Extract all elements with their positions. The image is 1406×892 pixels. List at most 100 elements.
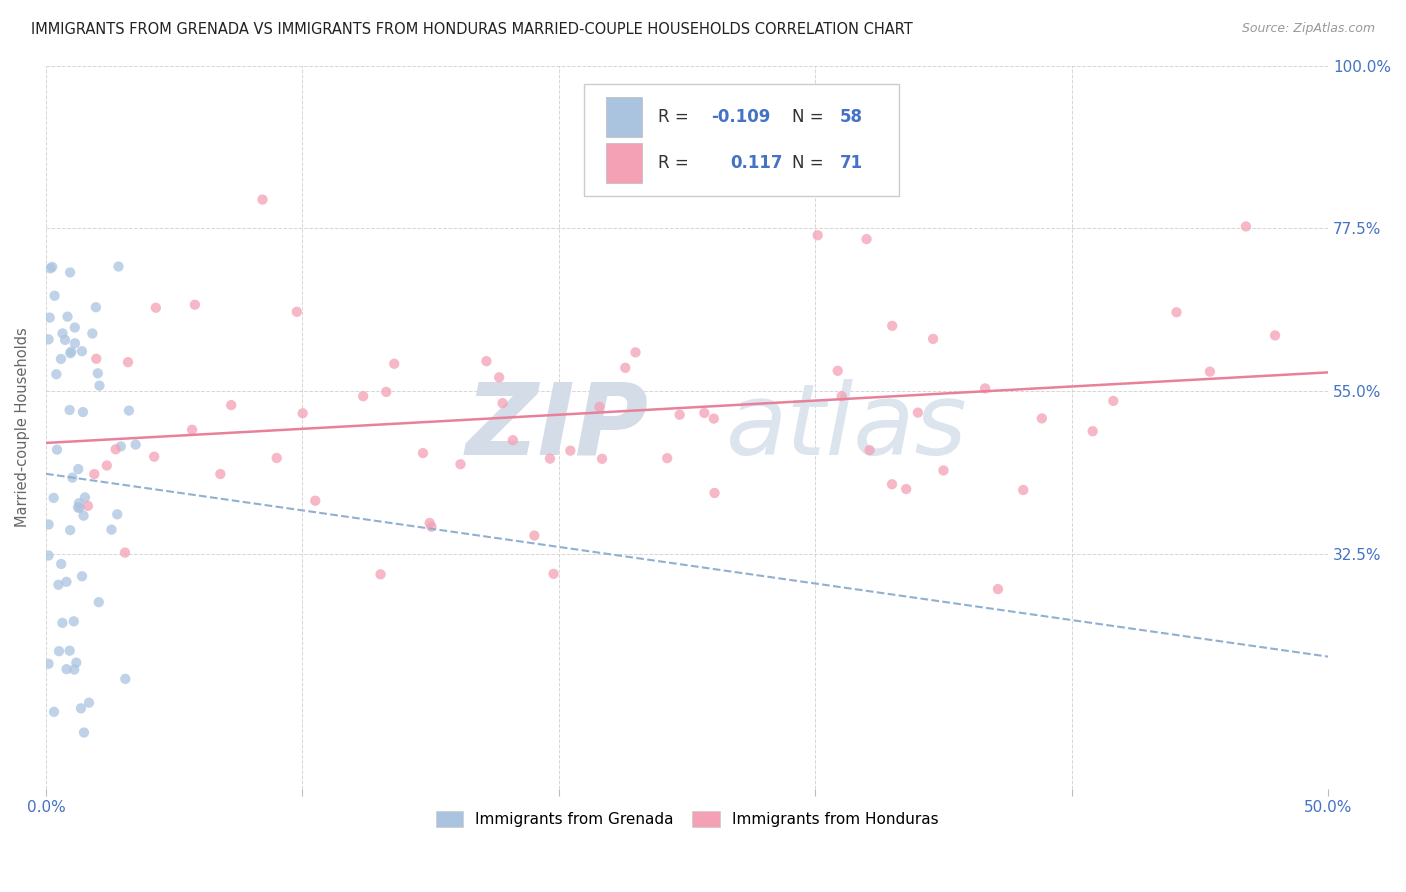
Point (382, 357, 405, 371)
Point (84, 300, 107, 314)
Point (96, 458, 118, 473)
Point (588, 400, 610, 414)
Point (543, 566, 565, 581)
Text: 58: 58 (839, 108, 863, 126)
Point (252, 193, 274, 207)
Point (49, 351, 72, 366)
FancyBboxPatch shape (606, 143, 643, 183)
Point (896, 482, 918, 496)
Point (45, 368, 67, 382)
Point (70, 569, 93, 583)
Point (107, 260, 129, 274)
Point (56, 310, 79, 324)
Point (87, 595, 110, 609)
Point (420, 520, 443, 534)
Point (55, 662, 77, 676)
Point (38, 332, 60, 346)
Text: R =: R = (658, 153, 693, 172)
Point (38, 657, 60, 671)
Text: N =: N = (792, 153, 830, 172)
Point (855, 145, 877, 160)
Point (475, 354, 498, 368)
Point (304, 493, 326, 508)
Point (89, 378, 111, 392)
Point (932, 463, 955, 477)
Point (219, 398, 242, 412)
Point (266, 450, 288, 465)
Point (538, 451, 561, 466)
Point (807, 228, 830, 243)
Point (987, 582, 1010, 596)
Point (42, 491, 65, 505)
Point (69, 500, 91, 515)
Point (907, 406, 929, 420)
Point (65, 656, 87, 670)
Point (1081, 424, 1104, 438)
Point (523, 528, 546, 542)
Point (118, 403, 141, 417)
Point (974, 381, 997, 395)
Point (491, 396, 513, 410)
Point (827, 364, 849, 378)
Point (110, 439, 132, 453)
Point (703, 486, 725, 500)
Point (1102, 393, 1125, 408)
FancyBboxPatch shape (606, 96, 643, 136)
Point (55, 574, 77, 589)
Point (880, 477, 903, 491)
Point (181, 423, 204, 437)
Point (59, 403, 82, 417)
Point (105, 508, 128, 522)
Text: N =: N = (792, 108, 830, 126)
Point (87, 367, 110, 381)
Point (51, 557, 73, 571)
Point (668, 408, 690, 422)
Point (63, 336, 86, 351)
Point (72, 508, 94, 523)
Point (419, 516, 441, 530)
Point (858, 443, 880, 458)
Point (412, 446, 434, 460)
Point (51, 615, 73, 630)
Point (44, 289, 66, 303)
Point (922, 332, 945, 346)
Text: IMMIGRANTS FROM GRENADA VS IMMIGRANTS FROM HONDURAS MARRIED-COUPLE HOUSEHOLDS CO: IMMIGRANTS FROM GRENADA VS IMMIGRANTS FR… (31, 22, 912, 37)
Text: 71: 71 (839, 153, 863, 172)
Point (117, 355, 139, 369)
Point (77, 499, 100, 513)
Point (82, 326, 104, 341)
Point (502, 433, 524, 447)
Point (450, 457, 472, 471)
Point (591, 451, 613, 466)
Point (184, 298, 207, 312)
Point (66, 500, 89, 515)
Point (48, 578, 70, 592)
Point (560, 443, 582, 458)
Point (59, 523, 82, 537)
Point (67, 496, 90, 510)
Point (831, 389, 853, 403)
Point (42, 705, 65, 719)
Legend: Immigrants from Grenada, Immigrants from Honduras: Immigrants from Grenada, Immigrants from… (427, 804, 946, 835)
Text: Source: ZipAtlas.com: Source: ZipAtlas.com (1241, 22, 1375, 36)
Point (59, 265, 82, 279)
Point (370, 567, 392, 582)
Point (46, 442, 69, 457)
FancyBboxPatch shape (585, 84, 898, 195)
Point (77, 696, 100, 710)
Point (143, 450, 166, 464)
Point (38, 549, 60, 563)
Text: -0.109: -0.109 (711, 108, 770, 126)
Point (63, 320, 86, 334)
Point (38, 310, 60, 325)
Point (100, 523, 122, 537)
Text: R =: R = (658, 108, 693, 126)
Point (73, 491, 96, 505)
Point (104, 442, 127, 457)
Text: ZIP: ZIP (465, 378, 648, 475)
Point (1166, 305, 1188, 319)
Point (352, 389, 374, 403)
Point (1264, 328, 1286, 343)
Point (60, 344, 83, 359)
Point (63, 663, 86, 677)
